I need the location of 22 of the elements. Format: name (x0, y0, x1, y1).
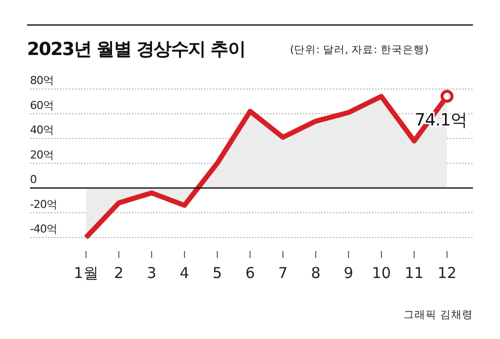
y-tick-label: 80억 (30, 74, 54, 87)
y-tick-label: 60억 (30, 98, 54, 112)
x-tick-label: 2 (114, 264, 124, 282)
y-tick-label: 0 (30, 173, 37, 186)
y-tick-label: -20억 (30, 198, 57, 211)
x-tick-label: 6 (245, 264, 255, 282)
y-tick-label: -40억 (30, 222, 57, 236)
x-tick-label: 8 (310, 264, 320, 282)
text: 그래픽 김채령 (404, 309, 473, 321)
x-tick-label: 3 (146, 264, 156, 282)
x-tick-label: 9 (344, 264, 354, 282)
chart-subtitle: (단위: 달러, 자료: 한국은행) (290, 44, 429, 56)
x-tick-label: 7 (278, 264, 288, 282)
x-tick-label: 5 (212, 264, 222, 282)
y-tick-label: 40억 (30, 124, 54, 136)
y-tick-label: 20억 (30, 148, 54, 162)
x-tick-label: 4 (180, 264, 190, 282)
x-tick-label: 10 (372, 264, 391, 282)
x-tick-label: 12 (437, 264, 457, 282)
chart-title: 2023년 월별 경상수지 추이 (27, 39, 246, 60)
x-tick-label: 1월 (74, 264, 98, 282)
x-tick-label: 11 (404, 264, 424, 282)
